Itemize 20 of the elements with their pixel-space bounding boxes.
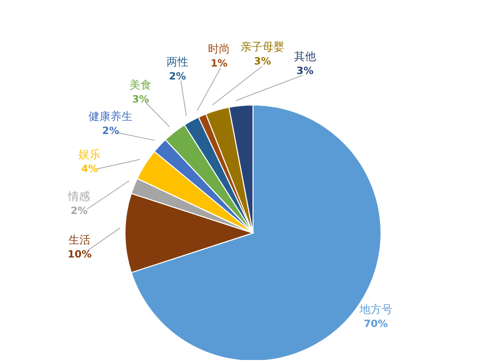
data-label: 1% (210, 58, 228, 70)
data-label: 4% (81, 164, 98, 175)
data-label: 10% (68, 250, 92, 261)
data-label: 70% (364, 318, 388, 330)
slice-label: 时尚 (208, 42, 230, 56)
slice-label: 生活 (68, 234, 91, 247)
data-label: 3% (132, 94, 150, 106)
data-label: 2% (70, 206, 88, 218)
slice-label: 娱乐 (78, 148, 101, 161)
slice-label: 亲子母婴 (240, 40, 285, 54)
slice-label: 两性 (166, 55, 188, 68)
slice-label: 情感 (67, 190, 90, 204)
data-label: 2% (169, 71, 186, 82)
slice-label: 地方号 (358, 302, 392, 316)
slice-label: 美食 (130, 78, 152, 92)
data-label: 3% (296, 66, 314, 77)
data-label: 3% (254, 56, 272, 68)
data-label: 2% (102, 126, 120, 137)
slice-label: 其他 (294, 50, 316, 63)
slice-label: 健康养生 (88, 110, 133, 123)
